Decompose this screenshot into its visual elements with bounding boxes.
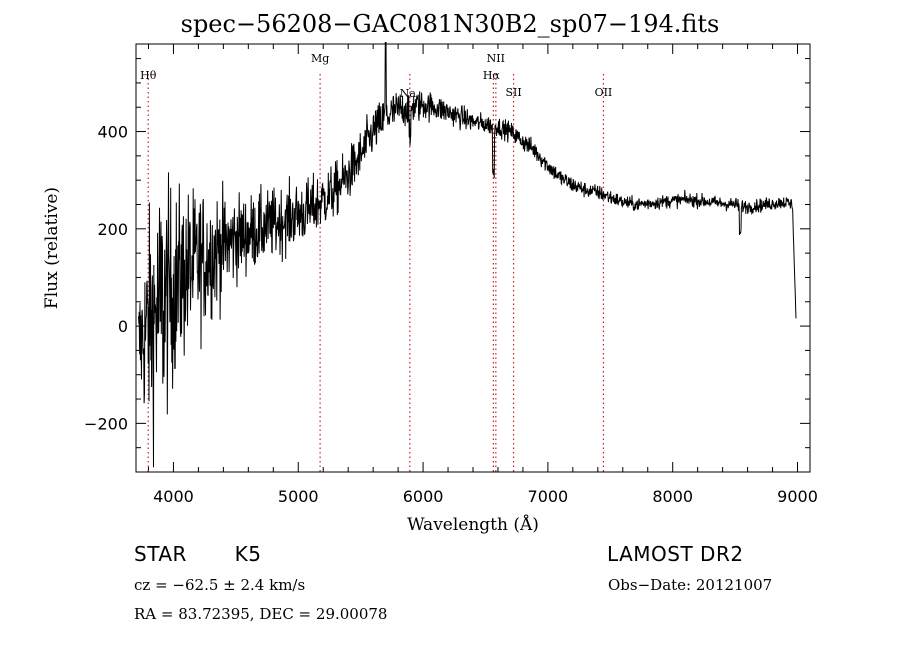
- x-tick-label: 5000: [278, 487, 319, 506]
- y-tick-label: 200: [97, 220, 128, 239]
- object-classification: STAR K5: [134, 542, 262, 566]
- object-subclass: K5: [234, 542, 262, 566]
- line-marker-label: Hθ: [140, 69, 157, 82]
- x-axis-label: Wavelength (Å): [407, 514, 539, 535]
- spectrum-line: [138, 42, 797, 468]
- line-marker-label: Mg: [311, 52, 329, 65]
- y-axis-label: Flux (relative): [42, 187, 62, 309]
- x-tick-label: 4000: [153, 487, 194, 506]
- y-tick-label: 0: [118, 317, 128, 336]
- line-marker-label: SII: [505, 86, 521, 99]
- x-tick-label: 8000: [652, 487, 693, 506]
- obs-date-text: Obs−Date: 20121007: [608, 576, 773, 594]
- y-tick-label: 400: [97, 123, 128, 142]
- object-class: STAR: [134, 542, 187, 566]
- x-tick-label: 7000: [528, 487, 569, 506]
- line-marker-label: Hα: [483, 69, 501, 82]
- survey-name: LAMOST DR2: [607, 542, 744, 566]
- line-marker-label: NII: [487, 52, 505, 65]
- chart-title: spec−56208−GAC081N30B2_sp07−194.fits: [180, 10, 720, 38]
- x-tick-label: 6000: [403, 487, 444, 506]
- y-tick-label: −200: [84, 414, 128, 433]
- x-tick-label: 9000: [777, 487, 818, 506]
- redshift-text: cz = −62.5 ± 2.4 km/s: [134, 576, 306, 594]
- line-marker-label: Na: [400, 87, 417, 100]
- coordinates-text: RA = 83.72395, DEC = 29.00078: [134, 605, 388, 623]
- line-marker-label: OII: [595, 86, 613, 99]
